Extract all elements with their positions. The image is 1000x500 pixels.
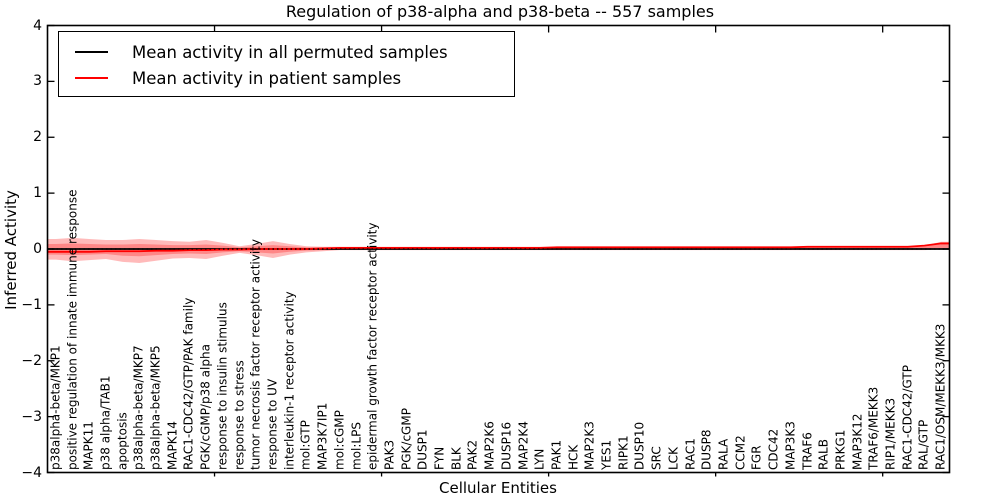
x-category-label: DUSP10 — [632, 421, 647, 470]
y-tick-label: 2 — [33, 129, 42, 146]
x-category-label: MAP2K6 — [482, 420, 497, 470]
x-category-label: mol:GTP — [298, 419, 313, 470]
y-tick-label: 4 — [33, 17, 42, 34]
x-category-label: LCK — [666, 446, 681, 470]
y-tick-label: −2 — [21, 352, 42, 369]
legend-label-permuted: Mean activity in all permuted samples — [132, 42, 448, 62]
x-category-label: RAC1 — [683, 437, 698, 470]
x-category-label: LYN — [532, 448, 547, 470]
x-category-label: DUSP16 — [499, 421, 514, 470]
x-category-label: MAP3K3 — [783, 420, 798, 470]
x-category-label: PRKG1 — [833, 429, 848, 470]
x-category-label: response to stress — [232, 359, 247, 470]
legend: Mean activity in all permuted samples Me… — [58, 31, 515, 97]
x-category-label: TRAF6 — [800, 431, 815, 470]
x-category-label: apoptosis — [115, 411, 130, 470]
x-category-label: DUSP1 — [415, 428, 430, 470]
x-category-label: DUSP8 — [699, 428, 714, 470]
legend-entry-patient: Mean activity in patient samples — [75, 65, 502, 91]
x-category-label: RIP1/MEKK3 — [883, 397, 898, 470]
x-category-label: MAP2K3 — [582, 420, 597, 470]
band-outer — [47, 237, 950, 263]
x-category-label: RAC1-CDC42/GTP/PAK family — [181, 297, 196, 470]
x-category-label: p38 alpha/TAB1 — [98, 375, 113, 470]
x-category-label: p38alpha-beta/MKP5 — [148, 344, 163, 470]
x-category-label: RALB — [816, 438, 831, 470]
x-category-label: BLK — [449, 446, 464, 470]
x-category-label: positive regulation of innate immune res… — [65, 189, 80, 470]
x-category-label: PGK/cGMP — [399, 407, 414, 470]
x-category-label: response to insulin stimulus — [215, 301, 230, 470]
band-inner — [47, 243, 950, 257]
x-category-label: MAP3K12 — [850, 412, 865, 470]
x-category-label: RAC1-CDC42/GTP — [900, 364, 915, 470]
x-category-label: RAC1/OSM/MEKK3/MKK3 — [933, 323, 948, 470]
x-category-label: p38alpha-beta/MKP1 — [48, 344, 63, 470]
x-category-label: PGK/cGMP/p38 alpha — [198, 343, 213, 470]
x-category-label: response to UV — [265, 378, 280, 470]
x-category-label: p38alpha-beta/MKP7 — [131, 344, 146, 470]
x-category-label: RALA — [716, 438, 731, 470]
x-category-label: interleukin-1 receptor activity — [282, 290, 297, 470]
x-category-label: epidermal growth factor receptor activit… — [365, 222, 380, 470]
x-category-label: PAK3 — [382, 439, 397, 470]
x-category-label: CDC42 — [766, 428, 781, 470]
x-category-label: RIPK1 — [616, 434, 631, 470]
y-tick-label: −1 — [21, 296, 42, 313]
x-category-label: RAL/GTP — [916, 419, 931, 470]
x-category-label: HCK — [566, 444, 581, 470]
x-category-label: TRAF6/MEKK3 — [866, 386, 881, 470]
x-category-label: PAK2 — [465, 439, 480, 470]
x-category-label: MAPK11 — [81, 420, 96, 470]
x-category-label: MAP2K4 — [516, 420, 531, 470]
patient-mean-line — [47, 242, 950, 253]
x-category-label: tumor necrosis factor receptor activity — [248, 238, 263, 470]
x-axis-label: Cellular Entities — [439, 479, 557, 497]
y-tick-label: −4 — [21, 464, 42, 481]
x-category-label: YES1 — [599, 439, 614, 470]
x-category-label: FGR — [749, 444, 764, 470]
x-category-label: mol:LPS — [349, 421, 364, 470]
x-category-label: PAK1 — [549, 439, 564, 470]
legend-line-red-icon — [75, 77, 108, 79]
x-category-label: SRC — [649, 445, 664, 470]
legend-line-black-icon — [75, 51, 108, 53]
legend-label-patient: Mean activity in patient samples — [132, 68, 402, 88]
chart-title: Regulation of p38-alpha and p38-beta -- … — [285, 2, 715, 21]
y-tick-label: 3 — [33, 73, 42, 90]
x-category-label: MAPK14 — [165, 420, 180, 470]
y-tick-label: 0 — [33, 241, 42, 257]
y-tick-label: 1 — [33, 185, 42, 202]
legend-entry-permuted: Mean activity in all permuted samples — [75, 39, 502, 65]
x-category-label: CCM2 — [733, 434, 748, 470]
y-tick-label: −3 — [21, 408, 42, 425]
x-category-label: MAP3K7IP1 — [315, 402, 330, 470]
x-category-label: mol:cGMP — [332, 409, 347, 470]
x-category-label: FYN — [432, 446, 447, 470]
